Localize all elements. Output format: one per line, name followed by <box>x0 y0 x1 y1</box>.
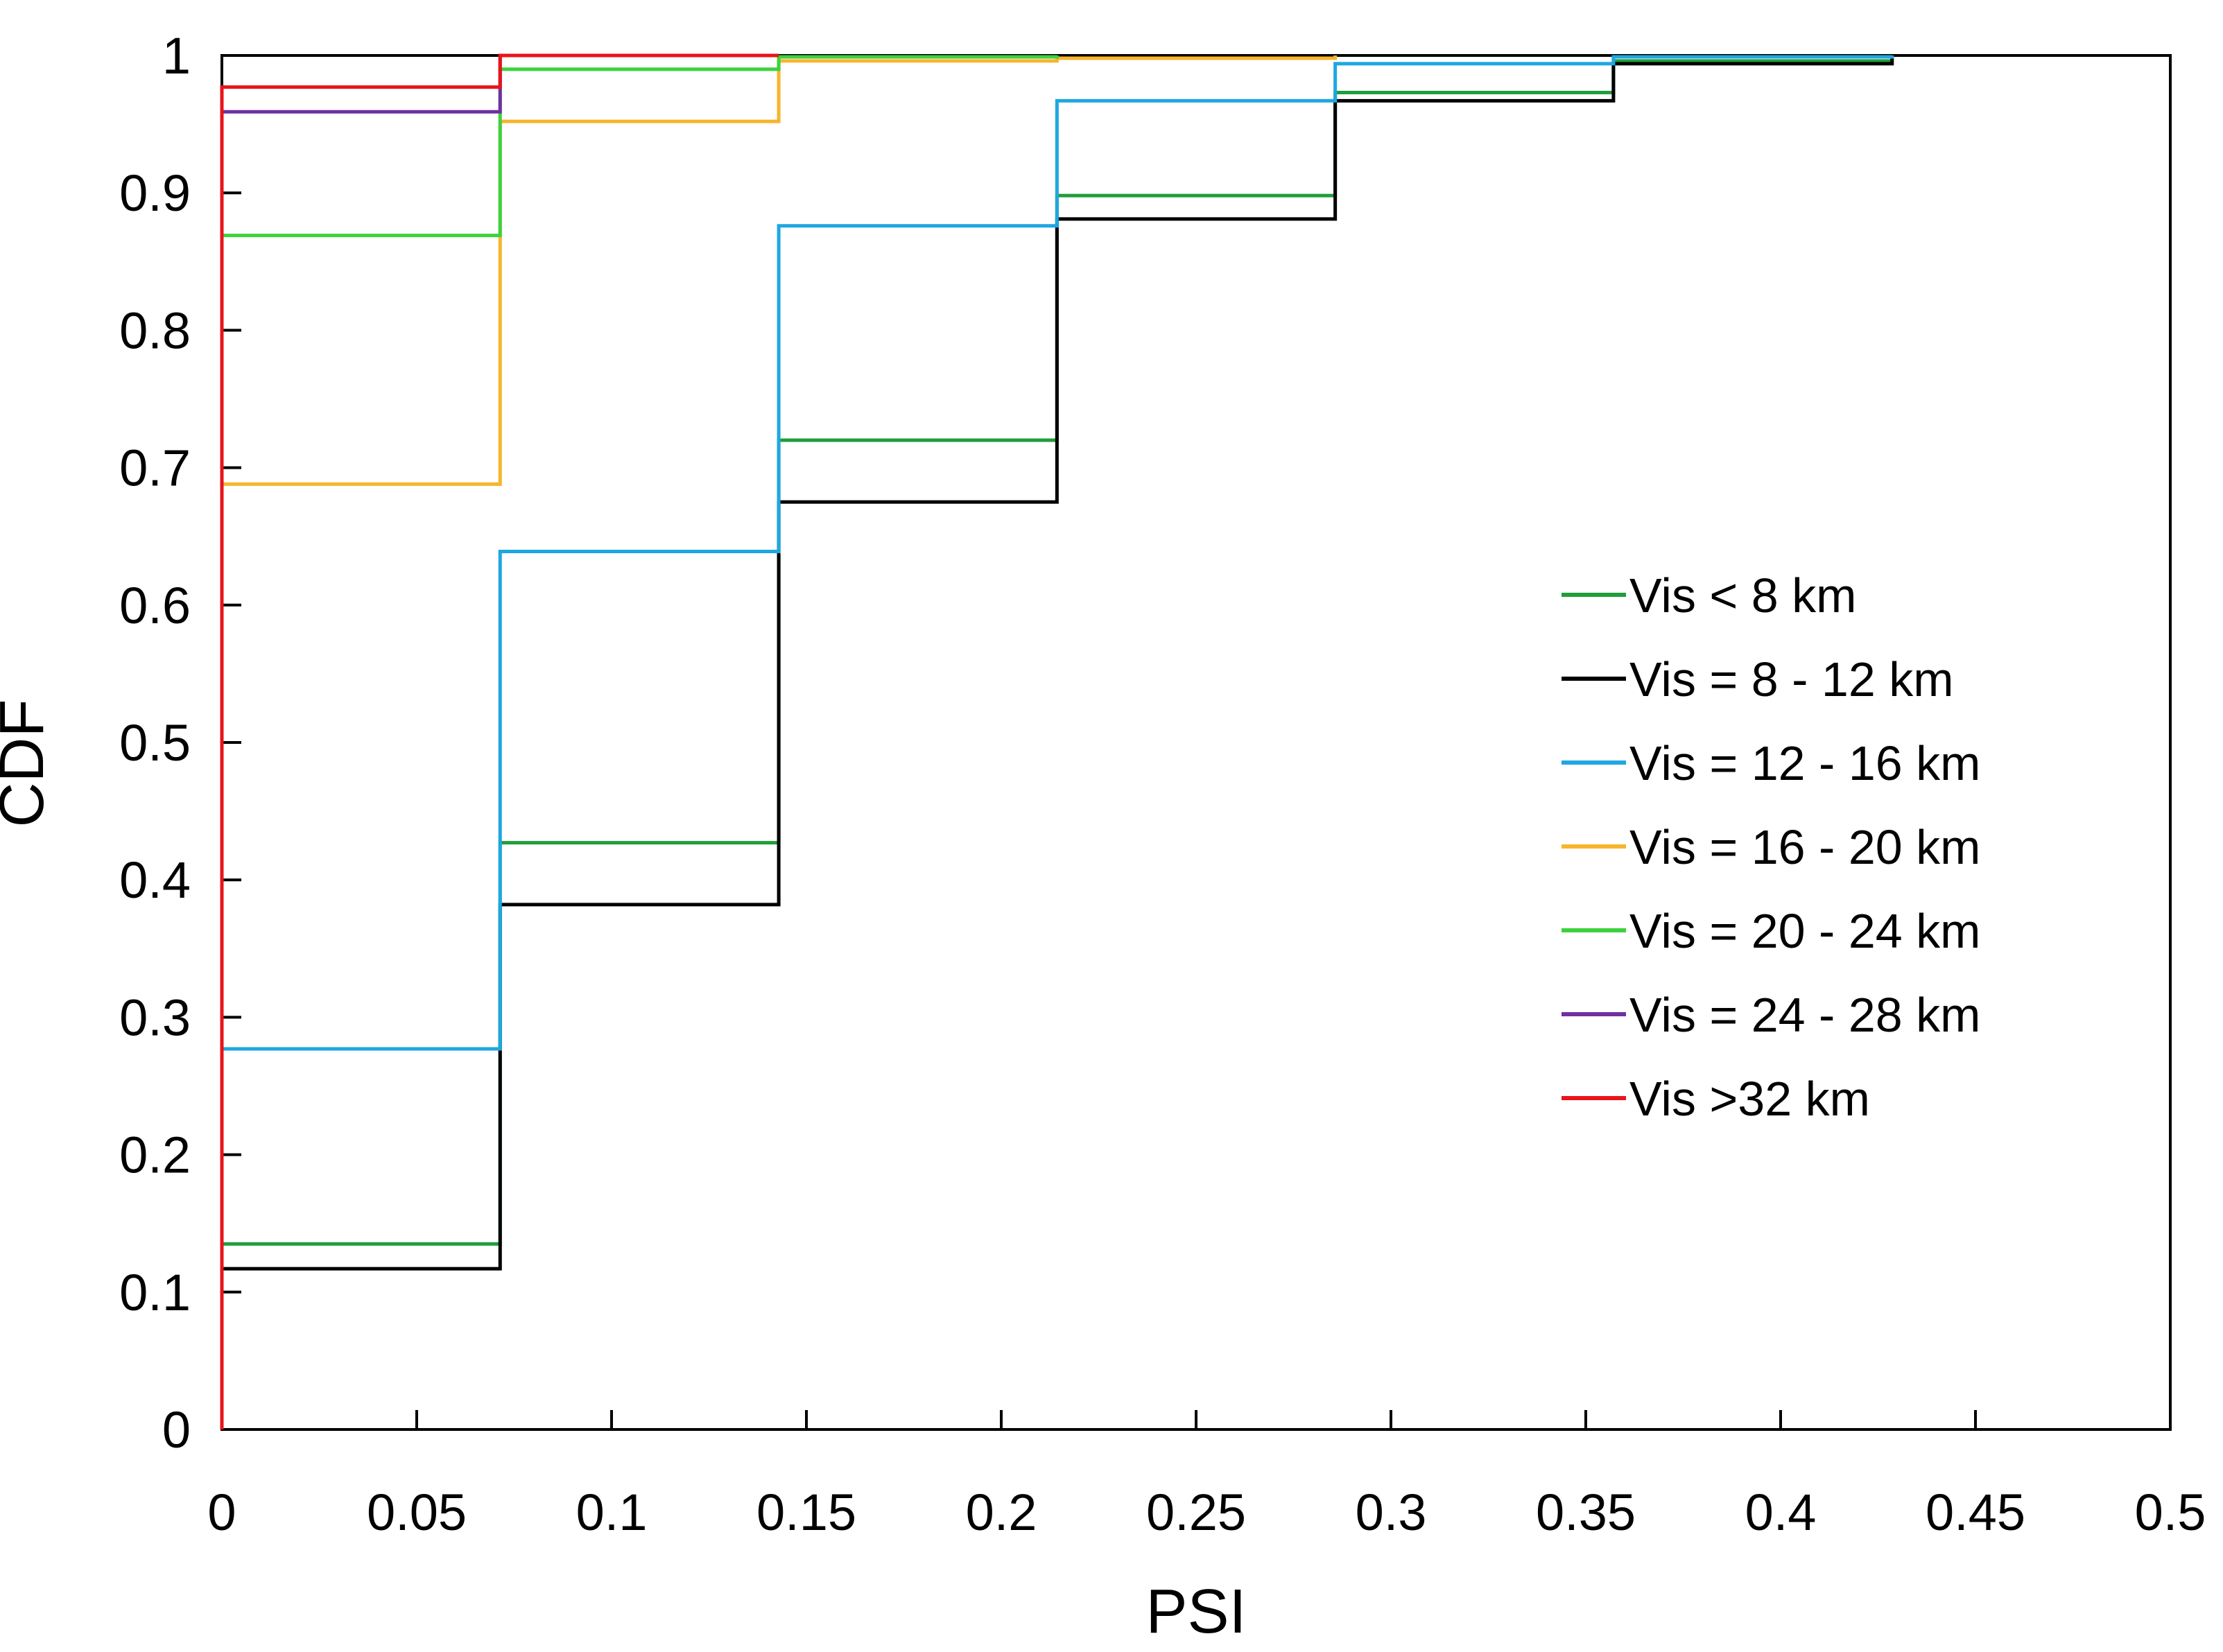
x-tick-label: 0.5 <box>2135 1484 2206 1541</box>
x-axis-title: PSI <box>1145 1577 1246 1646</box>
x-tick-label: 0.4 <box>1745 1484 1817 1541</box>
legend: Vis < 8 km Vis = 8 - 12 km Vis = 12 - 16 k… <box>1562 568 1980 1126</box>
series-line-2 <box>220 55 1894 1429</box>
series-line-4 <box>220 55 1059 1429</box>
series-line-5 <box>220 55 502 1429</box>
y-axis-title: CDF <box>0 699 57 828</box>
y-tick-label: 0.9 <box>119 164 191 222</box>
legend-label: Vis = 8 - 12 km <box>1629 652 1954 706</box>
series-line-1 <box>220 55 1894 1429</box>
x-tick-label: 0.45 <box>1926 1484 2025 1541</box>
legend-label: Vis >32 km <box>1629 1072 1870 1126</box>
x-tick-label: 0.25 <box>1146 1484 1246 1541</box>
x-tick-label: 0.1 <box>576 1484 648 1541</box>
y-tick-label: 0.5 <box>119 714 191 772</box>
series-line-3 <box>220 55 1338 1429</box>
y-tick-label: 0.4 <box>119 851 191 909</box>
y-tick-label: 0.6 <box>119 577 191 634</box>
legend-label: Vis = 16 - 20 km <box>1629 820 1980 874</box>
x-tick-label: 0.15 <box>756 1484 856 1541</box>
x-tick-label: 0.2 <box>966 1484 1037 1541</box>
y-tick-label: 0.3 <box>119 989 191 1046</box>
legend-label: Vis < 8 km <box>1629 568 1856 623</box>
y-tick-label: 0 <box>162 1401 191 1459</box>
x-tick-label: 0.3 <box>1356 1484 1427 1541</box>
y-axis: 0 0.1 0.2 0.3 0.4 0.5 0.6 0.7 0.8 0.9 1 <box>119 27 241 1459</box>
series-layer <box>220 53 1894 1429</box>
y-tick-label: 0.1 <box>119 1264 191 1321</box>
x-tick-label: 0.35 <box>1536 1484 1636 1541</box>
legend-label: Vis = 20 - 24 km <box>1629 904 1980 958</box>
legend-label: Vis = 12 - 16 km <box>1629 736 1980 790</box>
series-line-6 <box>220 53 779 1429</box>
y-tick-label: 0.8 <box>119 302 191 359</box>
legend-label: Vis = 24 - 28 km <box>1629 988 1980 1042</box>
x-tick-label: 0 <box>207 1484 236 1541</box>
y-tick-label: 1 <box>162 27 191 85</box>
y-tick-label: 0.2 <box>119 1127 191 1184</box>
x-axis: 0 0.05 0.1 0.15 0.2 0.25 0.3 0.35 0.4 0.45 0.5 <box>207 1410 2206 1541</box>
y-tick-label: 0.7 <box>119 440 191 497</box>
x-tick-label: 0.05 <box>367 1484 467 1541</box>
